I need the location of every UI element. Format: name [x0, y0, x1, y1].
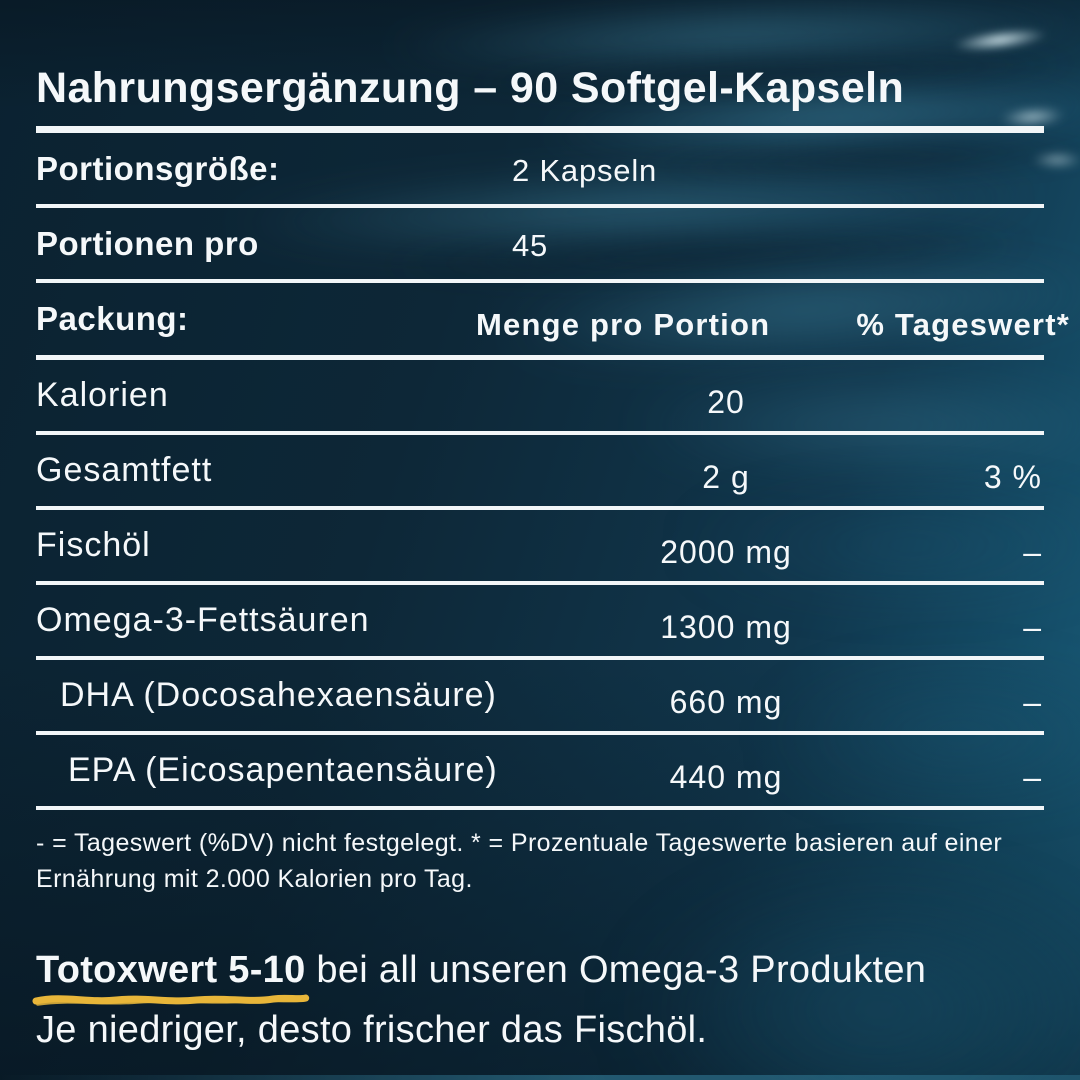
totox-claim-section: Totoxwert 5-10 bei all unseren Omega-3 P…	[32, 949, 1044, 1052]
servings-per-container-label-line2: Packung:	[36, 300, 189, 337]
totox-highlight-text: Totoxwert 5-10	[36, 949, 306, 991]
nutrient-daily-value: –	[1023, 534, 1042, 570]
nutrient-label: Kalorien	[36, 376, 169, 414]
panel-title: Nahrungsergänzung – 90 Softgel-Kapseln	[36, 64, 1044, 133]
column-header-row: Packung: Menge pro Portion % Tageswert*	[36, 283, 1069, 360]
servings-per-container-row: Portionen pro 45	[36, 208, 1044, 283]
totox-claim-line1-rest: bei all unseren Omega-3 Produkten	[305, 949, 927, 991]
nutrient-amount: 2000 mg	[660, 534, 792, 570]
nutrient-amount: 1300 mg	[660, 609, 792, 645]
nutrient-row-calories: Kalorien 20	[36, 360, 1044, 435]
daily-value-column-header: % Tageswert*	[856, 307, 1070, 342]
nutrient-amount: 660 mg	[669, 684, 783, 720]
nutrient-label: DHA (Docosahexaensäure)	[60, 676, 497, 714]
totox-highlight: Totoxwert 5-10	[32, 949, 310, 1006]
nutrient-row-dha: DHA (Docosahexaensäure) 660 mg –	[36, 660, 1044, 735]
serving-size-value: 2 Kapseln	[512, 152, 658, 188]
nutrient-row-epa: EPA (Eicosapentaensäure) 440 mg –	[36, 735, 1044, 810]
nutrient-label: Fischöl	[36, 526, 151, 564]
bottom-water-edge	[0, 1075, 1080, 1080]
nutrient-amount: 440 mg	[669, 759, 783, 795]
water-ripple	[600, 470, 1080, 620]
nutrient-amount: 20	[707, 384, 745, 420]
nutrient-daily-value: –	[1023, 759, 1042, 795]
servings-per-container-value: 45	[512, 227, 549, 263]
serving-size-row: Portionsgröße: 2 Kapseln	[36, 133, 1044, 208]
nutrient-row-total-fat: Gesamtfett 2 g 3 %	[36, 435, 1044, 510]
amount-column-header: Menge pro Portion	[476, 307, 771, 342]
servings-per-container-label: Portionen pro	[36, 224, 259, 262]
totox-claim-line2: Je niedriger, desto frischer das Fischöl…	[36, 1009, 708, 1051]
nutrient-row-fish-oil: Fischöl 2000 mg –	[36, 510, 1044, 585]
water-ripples-texture	[0, 0, 1080, 500]
wave-band	[520, 360, 1080, 490]
serving-size-label: Portionsgröße:	[36, 149, 280, 187]
nutrient-daily-value: 3 %	[983, 459, 1042, 495]
yellow-underline-icon	[32, 994, 310, 1006]
nutrient-label: EPA (Eicosapentaensäure)	[68, 751, 498, 789]
nutrient-daily-value: –	[1023, 684, 1042, 720]
nutrient-row-omega3: Omega-3-Fettsäuren 1300 mg –	[36, 585, 1044, 660]
nutrient-amount: 2 g	[702, 459, 750, 495]
nutrient-daily-value: –	[1023, 609, 1042, 645]
daily-value-footnote: - = Tageswert (%DV) nicht festgelegt. * …	[36, 829, 1003, 893]
water-highlight	[1020, 150, 1080, 170]
totox-claim-line1: Totoxwert 5-10 bei all unseren Omega-3 P…	[32, 949, 1044, 1006]
nutrient-label: Omega-3-Fettsäuren	[36, 601, 370, 639]
nutrient-label: Gesamtfett	[36, 451, 213, 489]
